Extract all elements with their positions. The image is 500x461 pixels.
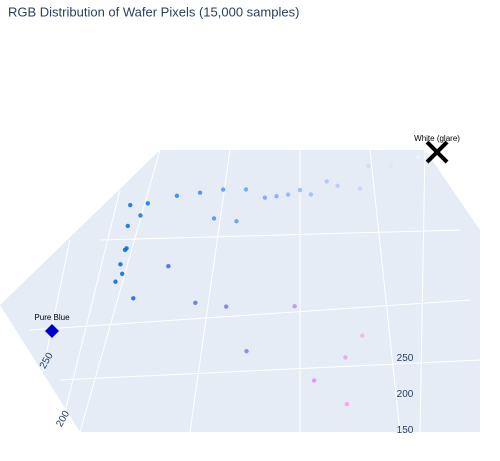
point [311, 378, 317, 383]
point [193, 300, 198, 306]
point [118, 262, 123, 267]
point [244, 348, 249, 354]
point [415, 154, 421, 160]
annotation-marker [45, 324, 59, 339]
point [120, 271, 125, 277]
point [324, 179, 329, 184]
annotation-marker [425, 140, 449, 164]
point [124, 246, 129, 251]
point [262, 195, 268, 200]
point [128, 202, 133, 208]
y-tick-label: 150 [397, 425, 414, 436]
point [400, 164, 405, 170]
point [357, 186, 363, 191]
annotation-label: Pure Blue [34, 313, 70, 322]
y-tick-label: 200 [397, 389, 414, 400]
point [211, 216, 217, 221]
y-tick-label: 250 [397, 353, 414, 364]
points [113, 153, 432, 407]
scene [0, 149, 480, 432]
point [297, 187, 303, 193]
point [166, 264, 171, 269]
scene-grid [29, 149, 480, 432]
point [234, 219, 239, 224]
point [174, 193, 180, 199]
point [145, 201, 151, 206]
point [243, 187, 249, 192]
point [344, 401, 350, 407]
point [335, 183, 340, 189]
point [197, 190, 203, 195]
point [138, 213, 143, 218]
point [308, 192, 314, 197]
point [274, 193, 279, 199]
point [389, 163, 394, 168]
scene-background [0, 150, 480, 432]
point [366, 163, 371, 169]
chart-title: RGB Distribution of Wafer Pixels (15,000… [8, 4, 299, 19]
point [292, 303, 297, 309]
point [113, 279, 118, 284]
annotations: Pure Blue White (glare) [34, 134, 460, 339]
point [343, 355, 348, 360]
point [285, 192, 291, 197]
point [131, 296, 136, 301]
point [221, 187, 226, 192]
point [125, 223, 130, 229]
annotation-label: White (glare) [414, 134, 460, 143]
point [224, 304, 229, 309]
point [360, 333, 365, 338]
